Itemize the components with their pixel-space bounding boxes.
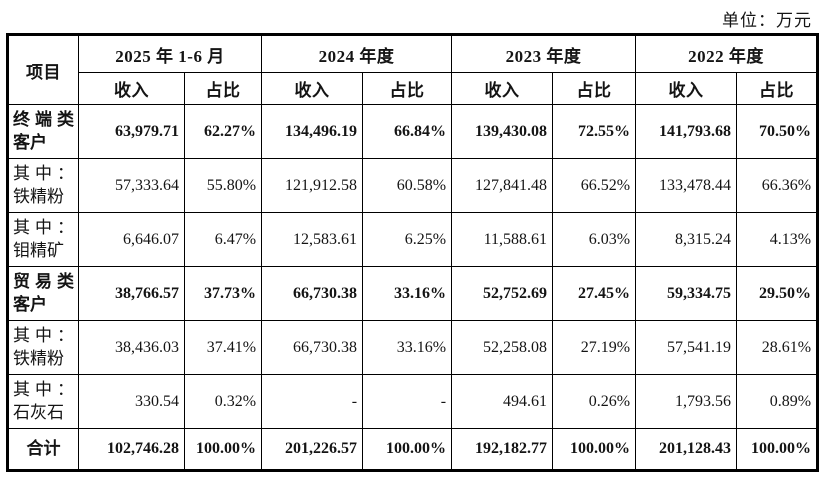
table-body: 终端类客户 63,979.71 62.27% 134,496.19 66.84% 139,…	[7, 104, 819, 471]
table-row: 其中：石灰石 330.54 0.32% - -494.61 0.26% 1,793.56 0.…	[7, 374, 819, 429]
share-cell: 6.03%	[552, 212, 637, 267]
revenue-breakdown-table: 项目 2025 年 1-6 月 2024 年度 2023 年度 2022 年度 …	[6, 33, 820, 472]
table-row: 其中：铁精粉 57,333.64 55.80% 121,912.58 60.58% 127…	[7, 158, 819, 213]
share-cell: 66.84%	[362, 104, 453, 159]
share-cell: 33.16%	[362, 320, 453, 375]
table-header: 项目 2025 年 1-6 月 2024 年度 2023 年度 2022 年度 …	[7, 34, 819, 105]
revenue-cell: 102,746.28	[78, 428, 185, 471]
share-cell: 29.50%	[736, 266, 819, 321]
revenue-cell: 11,588.61	[451, 212, 554, 267]
revenue-cell: 8,315.24	[635, 212, 738, 267]
row-label: 其中：石灰石	[7, 374, 79, 429]
table-row: 其中：钼精矿 6,646.07 6.47% 12,583.61 6.25% 11,588.…	[7, 212, 819, 267]
revenue-cell: 330.54	[78, 374, 185, 429]
share-cell: 6.47%	[183, 212, 263, 267]
row-label: 其中：铁精粉	[7, 158, 79, 213]
revenue-cell: 121,912.58	[261, 158, 364, 213]
share-cell: 27.19%	[552, 320, 637, 375]
share-cell: 0.32%	[183, 374, 263, 429]
row-label: 终端类客户	[7, 104, 79, 159]
revenue-subheader: 收入	[78, 72, 185, 105]
share-subheader: 占比	[736, 72, 819, 105]
share-cell: 66.36%	[736, 158, 819, 213]
corner-header-item: 项目	[7, 34, 79, 105]
share-cell: 0.89%	[736, 374, 819, 429]
share-cell: 100.00%	[362, 428, 453, 471]
revenue-subheader: 收入	[635, 72, 738, 105]
revenue-cell: 494.61	[451, 374, 554, 429]
revenue-cell: 139,430.08	[451, 104, 554, 159]
revenue-cell: 127,841.48	[451, 158, 554, 213]
revenue-cell: 57,541.19	[635, 320, 738, 375]
table-row: 合计 102,746.28 100.00% 201,226.57 100.00% 192,…	[7, 428, 819, 471]
table-row: 贸易类客户 38,766.57 37.73% 66,730.38 33.16% 52,75…	[7, 266, 819, 321]
subheader-row: 收入 占比 收入 占比 收入 占比 收入 占比	[8, 72, 819, 105]
share-cell: 66.52%	[552, 158, 637, 213]
share-cell: 37.41%	[183, 320, 263, 375]
share-subheader: 占比	[552, 72, 637, 105]
revenue-cell: 201,128.43	[635, 428, 738, 471]
period-header-2023: 2023 年度	[451, 34, 637, 73]
share-cell: 100.00%	[736, 428, 819, 471]
revenue-cell: 59,334.75	[635, 266, 738, 321]
share-cell: 55.80%	[183, 158, 263, 213]
revenue-cell: 66,730.38	[261, 320, 364, 375]
table-row: 其中：铁精粉 38,436.03 37.41% 66,730.38 33.16% 52,2…	[7, 320, 819, 375]
row-label: 贸易类客户	[7, 266, 79, 321]
share-cell: 70.50%	[736, 104, 819, 159]
revenue-subheader: 收入	[261, 72, 364, 105]
share-cell: 37.73%	[183, 266, 263, 321]
revenue-cell: 6,646.07	[78, 212, 185, 267]
row-label: 其中：铁精粉	[7, 320, 79, 375]
table-row: 终端类客户 63,979.71 62.27% 134,496.19 66.84% 139,…	[7, 104, 819, 159]
revenue-cell: 134,496.19	[261, 104, 364, 159]
share-cell: 100.00%	[552, 428, 637, 471]
share-subheader: 占比	[183, 72, 263, 105]
revenue-cell: 38,766.57	[78, 266, 185, 321]
share-cell: 72.55%	[552, 104, 637, 159]
revenue-cell: 133,478.44	[635, 158, 738, 213]
share-cell: 62.27%	[183, 104, 263, 159]
share-cell: 0.26%	[552, 374, 637, 429]
share-cell: 6.25%	[362, 212, 453, 267]
share-cell: 100.00%	[183, 428, 263, 471]
unit-label: 单位：万元	[722, 11, 812, 30]
period-header-2025: 2025 年 1-6 月	[77, 34, 263, 73]
share-cell: 60.58%	[362, 158, 453, 213]
revenue-cell: 201,226.57	[261, 428, 364, 471]
period-header-2024: 2024 年度	[261, 34, 453, 73]
period-header-2022: 2022 年度	[635, 34, 819, 73]
revenue-cell: -	[261, 374, 364, 429]
share-cell: 28.61%	[736, 320, 819, 375]
revenue-subheader: 收入	[451, 72, 554, 105]
share-cell: 33.16%	[362, 266, 453, 321]
revenue-cell: 192,182.77	[451, 428, 554, 471]
revenue-cell: 52,752.69	[451, 266, 554, 321]
revenue-cell: 38,436.03	[78, 320, 185, 375]
revenue-cell: 141,793.68	[635, 104, 738, 159]
revenue-cell: 66,730.38	[261, 266, 364, 321]
revenue-cell: 52,258.08	[451, 320, 554, 375]
share-cell: 27.45%	[552, 266, 637, 321]
share-cell: -	[362, 374, 453, 429]
revenue-cell: 57,333.64	[78, 158, 185, 213]
row-label: 合计	[7, 428, 79, 471]
revenue-cell: 63,979.71	[78, 104, 185, 159]
share-subheader: 占比	[362, 72, 453, 105]
row-label: 其中：钼精矿	[7, 212, 79, 267]
share-cell: 4.13%	[736, 212, 819, 267]
period-header-row: 项目 2025 年 1-6 月 2024 年度 2023 年度 2022 年度	[7, 34, 819, 105]
revenue-cell: 12,583.61	[261, 212, 364, 267]
revenue-cell: 1,793.56	[635, 374, 738, 429]
